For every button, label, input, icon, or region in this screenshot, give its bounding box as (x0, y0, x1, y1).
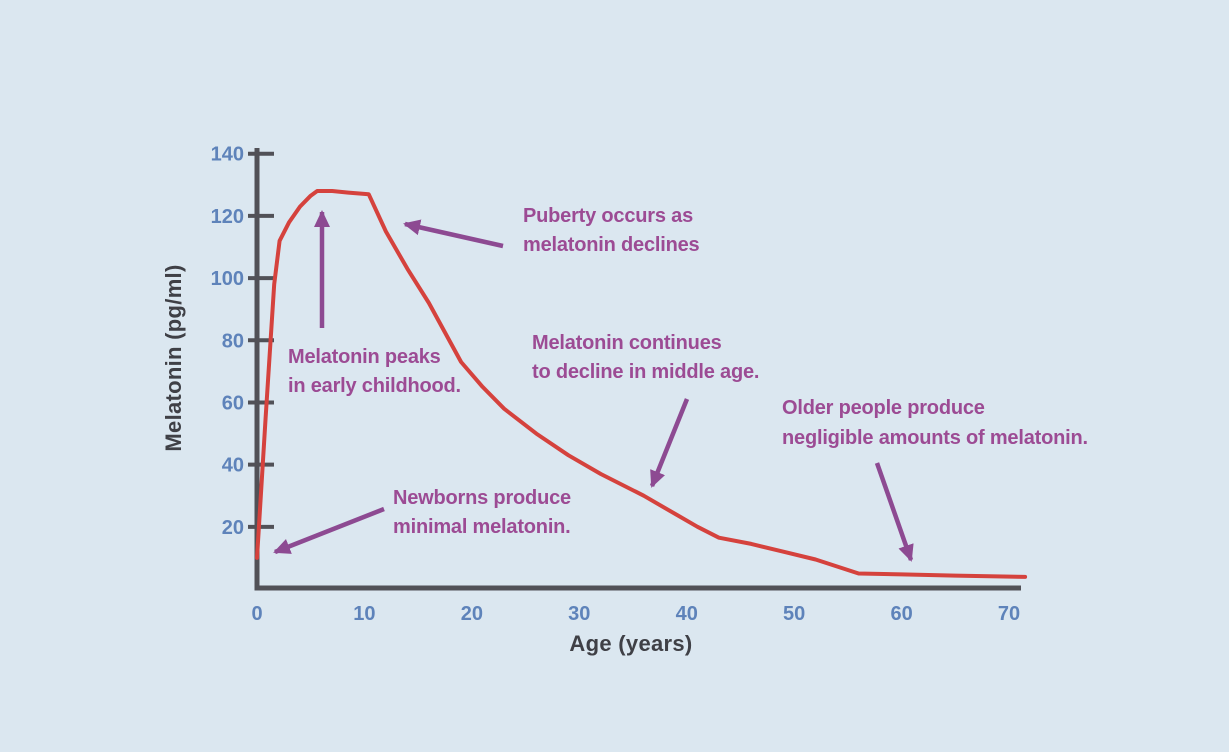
x-axis: 0 10 20 30 40 50 60 70 Age (years) (251, 585, 1021, 656)
melatonin-curve (255, 189, 1028, 579)
annotation-older: Older people produce negligible amounts … (782, 397, 1088, 562)
y-axis-title: Melatonin (pg/ml) (161, 264, 186, 451)
annotation-newborns-line1: Newborns produce (393, 487, 571, 509)
annotation-older-arrow (874, 462, 914, 562)
y-axis: 20 40 60 80 100 120 140 Melatonin (pg/ml) (161, 144, 274, 591)
annotation-older-line1: Older people produce (782, 397, 985, 419)
x-tick-label: 50 (783, 603, 805, 625)
annotation-middle-age: Melatonin continues to decline in middle… (532, 332, 759, 488)
annotation-puberty-line2: melatonin declines (523, 234, 700, 256)
annotation-peaks: Melatonin peaks in early childhood. (288, 210, 461, 397)
annotation-newborns-arrow (273, 506, 385, 555)
x-tick-label: 40 (676, 603, 698, 625)
annotation-peaks-line1: Melatonin peaks (288, 346, 441, 368)
x-tick-label: 30 (568, 603, 590, 625)
annotation-newborns: Newborns produce minimal melatonin. (273, 487, 571, 555)
annotation-puberty: Puberty occurs as melatonin declines (403, 205, 700, 256)
y-axis-tick-labels: 20 40 60 80 100 120 140 (211, 144, 244, 539)
y-tick-label: 80 (222, 330, 244, 352)
x-axis-title: Age (years) (569, 631, 692, 656)
y-tick-label: 140 (211, 144, 244, 166)
x-tick-label: 10 (353, 603, 375, 625)
y-tick-label: 20 (222, 517, 244, 539)
x-tick-label: 60 (890, 603, 912, 625)
annotation-newborns-line2: minimal melatonin. (393, 516, 571, 538)
y-tick-label: 60 (222, 392, 244, 414)
annotation-middle-age-line1: Melatonin continues (532, 332, 722, 354)
annotation-middle-age-line2: to decline in middle age. (532, 361, 759, 383)
annotation-puberty-line1: Puberty occurs as (523, 205, 693, 227)
annotation-older-line2: negligible amounts of melatonin. (782, 427, 1088, 449)
annotation-puberty-arrow (403, 219, 504, 249)
y-tick-label: 120 (211, 206, 244, 228)
y-tick-label: 40 (222, 455, 244, 477)
annotation-middle-age-arrow (649, 398, 690, 488)
x-tick-label: 20 (461, 603, 483, 625)
annotation-peaks-line2: in early childhood. (288, 375, 461, 397)
x-tick-label: 70 (998, 603, 1020, 625)
x-tick-label: 0 (251, 603, 262, 625)
x-axis-tick-labels: 0 10 20 30 40 50 60 70 (251, 603, 1020, 625)
y-tick-label: 100 (211, 268, 244, 290)
